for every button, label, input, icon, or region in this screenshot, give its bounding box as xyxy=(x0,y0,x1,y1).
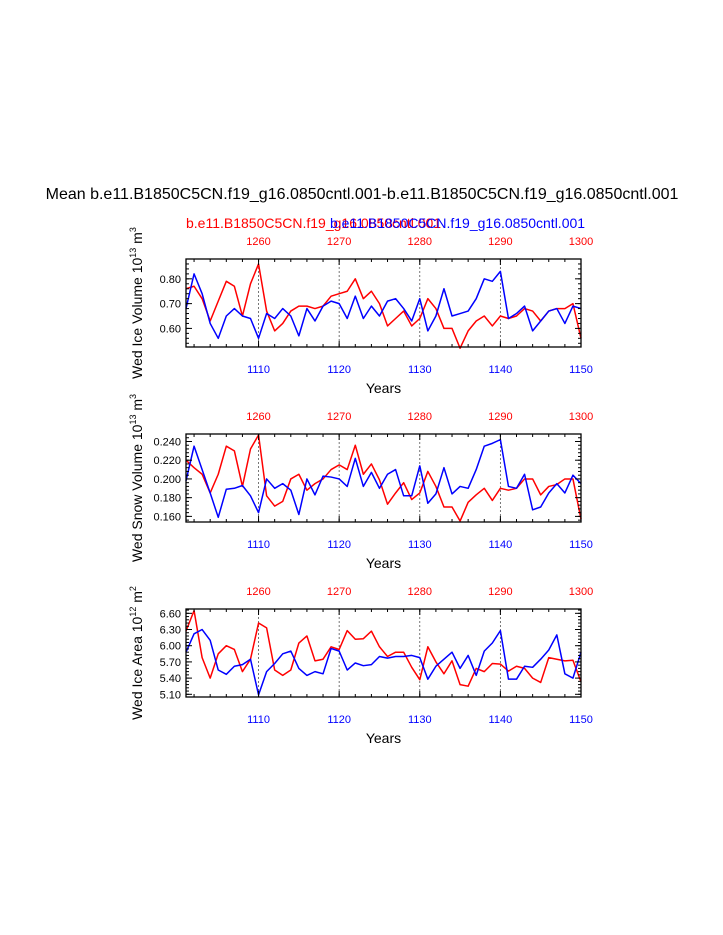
panel2-x-tick-label-top-1260: 1260 xyxy=(246,411,270,423)
panel3-series-red-line xyxy=(185,609,582,687)
panel2-y-axis-title: Wed Snow Volume 1013 m3 xyxy=(128,394,145,562)
panel1-x-tick-label-top-1300: 1300 xyxy=(569,236,593,248)
panel3-x-tick-label-bottom-1110: 1110 xyxy=(247,714,270,726)
panel2-x-tick-label-top-1280: 1280 xyxy=(408,411,432,423)
panel1-x-tick-label-bottom-1110: 1110 xyxy=(247,364,270,376)
panel3-plot-frame xyxy=(185,608,582,698)
panel1-x-tick-label-bottom-1120: 1120 xyxy=(327,364,351,376)
panel3-x-tick-label-bottom-1150: 1150 xyxy=(569,714,593,726)
subtitle-blue: b.e11.B1850C5CN.f19_g16.0850cntl.001 xyxy=(330,215,586,231)
panel1-x-tick-label-bottom-1150: 1150 xyxy=(569,364,593,376)
panel2-y-tick-label-0.200: 0.200 xyxy=(153,474,181,486)
panel3-y-tick-label-6.30: 6.30 xyxy=(160,625,181,637)
panel2-x-tick-label-bottom-1140: 1140 xyxy=(489,539,513,551)
panel2-x-tick-label-top-1290: 1290 xyxy=(488,411,512,423)
panel3-series-blue-line xyxy=(185,628,582,696)
panel1-series-red-line xyxy=(185,263,582,349)
panel1-x-tick-label-top-1270: 1270 xyxy=(327,236,351,248)
panel1-x-tick-label-bottom-1140: 1140 xyxy=(489,364,513,376)
panel2-plot-frame xyxy=(185,433,582,523)
panel3-x-tick-label-bottom-1120: 1120 xyxy=(327,714,351,726)
panel1-x-tick-label-bottom-1130: 1130 xyxy=(408,364,432,376)
panel3-x-tick-label-top-1280: 1280 xyxy=(408,586,432,598)
panel3-x-tick-label-top-1290: 1290 xyxy=(488,586,512,598)
panel3-x-tick-label-bottom-1130: 1130 xyxy=(408,714,432,726)
panel2-x-tick-label-top-1270: 1270 xyxy=(327,411,351,423)
panel1-x-axis-title: Years xyxy=(366,380,401,396)
panel1-x-tick-label-top-1290: 1290 xyxy=(488,236,512,248)
panel2-x-tick-label-top-1300: 1300 xyxy=(569,411,593,423)
panel2-y-tick-label-0.220: 0.220 xyxy=(153,455,181,467)
panel1-x-tick-label-top-1260: 1260 xyxy=(246,236,270,248)
panel2-x-tick-label-bottom-1110: 1110 xyxy=(247,539,270,551)
panel2-x-axis-title: Years xyxy=(366,555,401,571)
panel1-y-tick-label-0.80: 0.80 xyxy=(160,274,181,286)
panel2-y-tick-label-0.180: 0.180 xyxy=(153,493,181,505)
panel1-x-tick-label-top-1280: 1280 xyxy=(408,236,432,248)
panel3-y-axis-title: Wed Ice Area 1012 m2 xyxy=(128,586,145,720)
panel1-y-axis-title: Wed Ice Volume 1013 m3 xyxy=(128,227,145,379)
panel3-x-tick-label-bottom-1140: 1140 xyxy=(489,714,513,726)
panel3-y-tick-label-5.70: 5.70 xyxy=(160,657,181,669)
panel3-x-tick-label-top-1270: 1270 xyxy=(327,586,351,598)
panel2-x-tick-label-bottom-1150: 1150 xyxy=(569,539,593,551)
panel3-y-tick-label-6.00: 6.00 xyxy=(160,641,181,653)
panel1-plot-frame xyxy=(185,258,582,348)
panel3-x-tick-label-top-1300: 1300 xyxy=(569,586,593,598)
panel2-series-blue-line xyxy=(185,438,582,519)
panel3-y-tick-label-6.60: 6.60 xyxy=(160,608,181,620)
panel2-x-tick-label-bottom-1120: 1120 xyxy=(327,539,351,551)
panel1-series-blue-line xyxy=(185,270,582,340)
panel1-y-tick-label-0.60: 0.60 xyxy=(160,323,181,335)
main-title-text: Mean b.e11.B1850C5CN.f19_g16.0850cntl.00… xyxy=(45,186,679,203)
panel3-x-tick-label-top-1260: 1260 xyxy=(246,586,270,598)
main-title: Mean b.e11.B1850C5CN.f19_g16.0850cntl.00… xyxy=(0,186,723,212)
panel1-y-tick-label-0.70: 0.70 xyxy=(160,299,181,311)
panel2-x-tick-label-bottom-1130: 1130 xyxy=(408,539,432,551)
panel2-y-tick-label-0.240: 0.240 xyxy=(153,436,181,448)
panel3-x-axis-title: Years xyxy=(366,730,401,746)
subtitle-red: b.e11.B1850C5CN.f19_g16.0850cntl.001 xyxy=(186,215,442,231)
panel2-y-tick-label-0.160: 0.160 xyxy=(153,511,181,523)
panel3-y-tick-label-5.40: 5.40 xyxy=(160,673,181,685)
panel3-y-tick-label-5.10: 5.10 xyxy=(160,689,181,701)
